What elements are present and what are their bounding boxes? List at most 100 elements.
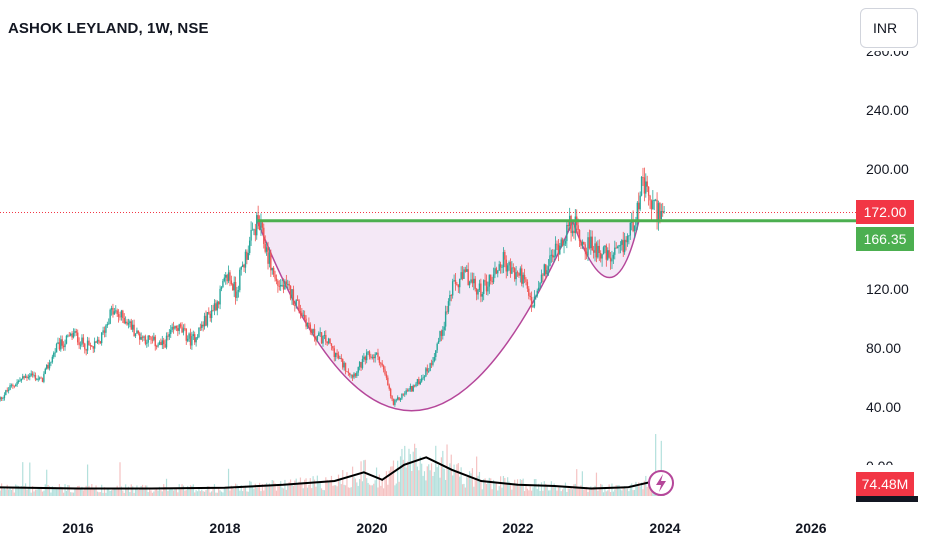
volume-bar (309, 478, 311, 496)
volume-bar (337, 474, 340, 496)
volume-bar (301, 482, 303, 496)
candle-body (191, 336, 193, 346)
volume-bar (515, 484, 517, 496)
candle-body (365, 352, 368, 361)
volume-bar (330, 475, 333, 496)
flash-icon[interactable] (648, 470, 674, 496)
candle-body (581, 241, 584, 246)
volume-bar (60, 486, 62, 496)
candle-body (368, 351, 371, 357)
volume-bar (202, 491, 204, 496)
candle-body (312, 328, 314, 333)
volume-bar (602, 492, 605, 496)
volume-bar (43, 490, 45, 496)
volume-bar (51, 486, 53, 496)
candle-body (306, 322, 309, 327)
candle-body (354, 373, 357, 377)
volume-bar (37, 487, 39, 496)
candle-body (174, 325, 176, 329)
volume-bar (84, 488, 86, 496)
volume-bar (433, 471, 435, 496)
volume-bar (366, 478, 368, 496)
candle-body (168, 334, 171, 337)
volume-bar (523, 491, 526, 496)
volume-bar (343, 484, 345, 496)
volume-bar (249, 480, 251, 496)
candle-body (532, 306, 534, 308)
volume-bar (429, 470, 431, 496)
candle-body (481, 294, 483, 297)
candle-body (237, 290, 240, 292)
candle-body (112, 307, 114, 315)
volume-bar (573, 484, 575, 496)
volume-bar (33, 491, 35, 496)
candle-body (380, 362, 382, 364)
volume-bar (192, 484, 194, 496)
candle-body (612, 254, 615, 259)
volume-bar (39, 488, 41, 496)
volume-bar (590, 486, 592, 496)
candle-body (220, 287, 223, 289)
candle-body (5, 390, 7, 395)
candle-body (404, 393, 406, 395)
candle-body (134, 333, 137, 337)
candle-body (311, 329, 313, 333)
volume-bar (72, 492, 75, 496)
volume-bar (256, 487, 258, 496)
volume-bar (187, 485, 189, 496)
candle-body (605, 245, 608, 260)
volume-bar (316, 475, 318, 496)
volume-bar (216, 492, 218, 496)
volume-bar (593, 487, 595, 496)
volume-bar (629, 484, 631, 496)
volume-bar (498, 486, 500, 496)
volume-bar (46, 469, 48, 496)
volume-bar (113, 487, 115, 496)
candle-body (248, 240, 251, 253)
volume-bar (319, 481, 321, 496)
volume-bar (232, 487, 234, 496)
volume-bar (117, 488, 120, 496)
candle-body (611, 258, 613, 262)
candle-body (405, 390, 407, 394)
candle-body (553, 255, 555, 258)
volume-bar (13, 492, 15, 496)
volume-bar (261, 484, 263, 496)
candle-body (374, 354, 376, 359)
currency-selector[interactable]: INR (860, 8, 918, 48)
candle-body (336, 352, 338, 355)
volume-bar (415, 448, 417, 496)
candle-body (202, 324, 204, 327)
volume-bar (340, 484, 342, 496)
volume-bar (53, 488, 55, 496)
candle-body (288, 283, 290, 286)
candle-body (543, 264, 546, 276)
volume-bar (612, 491, 614, 496)
candle-body (315, 337, 317, 341)
candle-body (591, 236, 593, 251)
candle-body (186, 338, 189, 341)
candle-body (215, 303, 217, 311)
candle-body (480, 283, 482, 297)
candle-body (20, 378, 23, 381)
candle-body (158, 342, 161, 345)
volume-bar (325, 477, 327, 496)
candle-body (473, 278, 475, 284)
volume-bar (315, 486, 317, 496)
candle-body (413, 385, 416, 387)
candle-body (160, 342, 162, 346)
volume-bar (195, 490, 197, 496)
candle-body (652, 200, 654, 210)
candle-body (301, 312, 303, 316)
volume-bar (487, 480, 489, 496)
volume-bar (277, 484, 279, 496)
candle-body (343, 362, 345, 368)
candle-body (131, 324, 134, 330)
candle-body (525, 279, 527, 282)
candle-body (370, 356, 372, 358)
volume-bar (628, 491, 630, 496)
volume-bar (61, 487, 63, 496)
candle-body (71, 333, 73, 338)
candle-body (244, 251, 247, 268)
